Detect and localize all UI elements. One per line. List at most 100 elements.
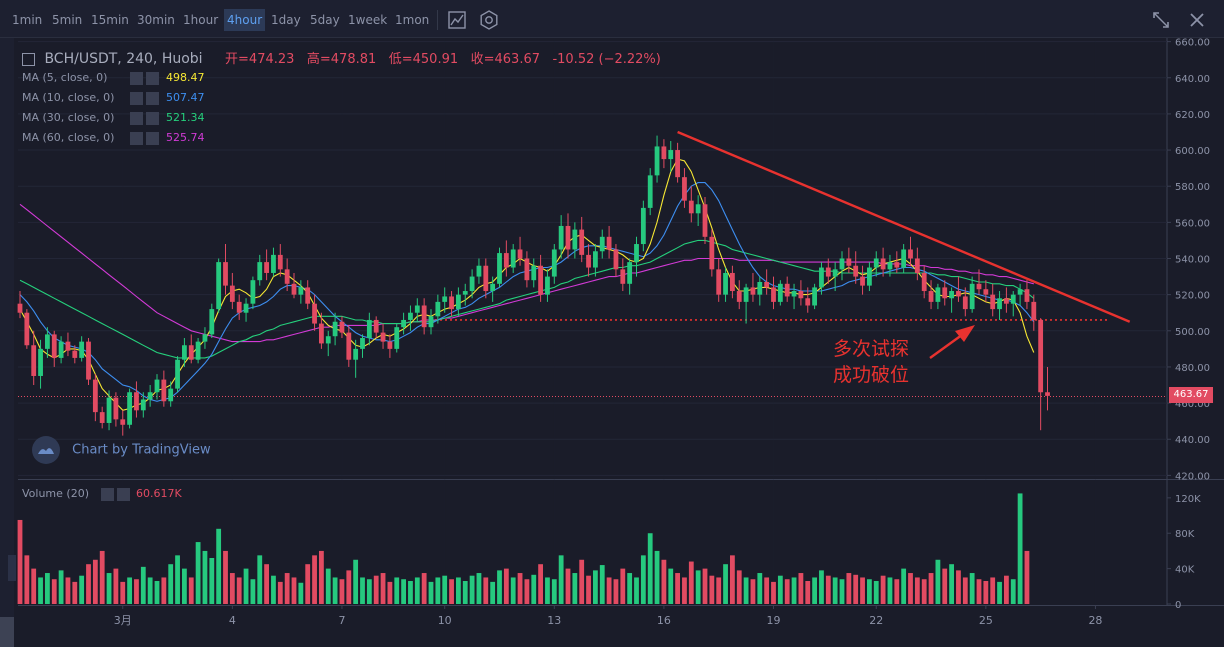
candle-body [682, 177, 687, 201]
toolbar-separator [437, 10, 438, 30]
volume-bar [284, 573, 290, 604]
candle-body [839, 258, 845, 270]
candle-body [997, 298, 1002, 310]
volume-bar [654, 550, 660, 604]
candle-body [524, 258, 530, 281]
candle-body [366, 319, 372, 339]
candle-body [161, 379, 167, 402]
candle-body [154, 379, 160, 393]
candle-body [942, 287, 948, 299]
time-tick-label: 3月 [114, 614, 132, 627]
candle-body [58, 341, 64, 358]
volume-bar [127, 577, 132, 604]
candle-body [456, 294, 461, 310]
candle-body [428, 316, 434, 328]
close-label: 收= [470, 52, 495, 67]
interval-1mon[interactable]: 1mon [395, 13, 430, 27]
tradingview-watermark[interactable]: Chart by TradingView [32, 436, 211, 464]
volume-bar [223, 550, 228, 604]
volume-bar [319, 550, 324, 604]
interval-1day[interactable]: 1day [271, 13, 301, 27]
interval-1hour[interactable]: 1hour [183, 13, 219, 27]
left-scroll-tab[interactable] [8, 555, 16, 581]
candle-body [449, 296, 454, 310]
volume-bar [483, 577, 489, 604]
ma-settings-icon[interactable] [130, 131, 143, 145]
volume-bar [298, 582, 304, 604]
candle-body [579, 229, 585, 255]
interval-1week[interactable]: 1week [348, 13, 388, 27]
interval-4hour[interactable]: 4hour [224, 9, 266, 31]
volume-tick-label: 40K [1175, 565, 1195, 576]
candle-body [271, 254, 276, 273]
candle-body [531, 265, 537, 281]
volume-bar [175, 555, 180, 604]
volume-bar [517, 573, 523, 604]
volume-remove-icon[interactable] [116, 487, 130, 501]
ma-remove-icon[interactable] [146, 91, 159, 105]
candle-body [572, 229, 578, 250]
volume-bar [188, 577, 194, 604]
interval-15min[interactable]: 15min [91, 13, 129, 27]
volume-bar [92, 559, 98, 604]
ma-value: 498.47 [166, 71, 205, 84]
volume-bar [538, 564, 543, 604]
interval-5min[interactable]: 5min [52, 13, 83, 27]
collapse-icon[interactable] [22, 52, 35, 66]
volume-tick-label: 80K [1175, 529, 1195, 540]
fullscreen-icon[interactable] [1149, 8, 1173, 32]
volume-bar [236, 577, 242, 604]
volume-bar [736, 570, 742, 604]
candle-body [476, 265, 482, 277]
interval-5day[interactable]: 5day [310, 13, 340, 27]
ma-settings-icon[interactable] [130, 71, 143, 85]
close-icon[interactable] [1185, 8, 1209, 32]
ma-remove-icon[interactable] [146, 131, 159, 145]
candle-body [593, 251, 598, 268]
volume-bar [442, 575, 448, 604]
candle-body [175, 359, 180, 389]
volume-bar [942, 568, 948, 604]
ma-settings-icon[interactable] [130, 91, 143, 105]
ma-value: 507.47 [166, 91, 205, 104]
candle-body [668, 150, 674, 160]
candle-body [503, 253, 509, 268]
candle-body [86, 341, 91, 380]
volume-settings-icon[interactable] [100, 487, 114, 501]
settings-icon[interactable] [477, 8, 501, 32]
volume-bar [250, 579, 256, 604]
volume-bar [99, 550, 105, 604]
interval-1min[interactable]: 1min [12, 13, 43, 27]
open-value: 474.23 [248, 52, 295, 67]
candle-body [613, 249, 619, 270]
candle-body [134, 392, 139, 411]
volume-bar [846, 573, 852, 604]
interval-30min[interactable]: 30min [137, 13, 175, 27]
price-chart[interactable]: 660.00 640.00 620.00 600.00 580.00 560.00 540.… [0, 38, 1224, 647]
volume-bar [675, 573, 680, 604]
volume-bar [853, 574, 859, 604]
ma-remove-icon[interactable] [146, 111, 159, 125]
volume-bar [195, 542, 201, 604]
candle-body [188, 345, 194, 360]
candle-body [812, 287, 817, 306]
candle-body [51, 334, 57, 358]
volume-bar [860, 577, 865, 604]
symbol-legend: BCH/USDT, 240, Huobi 开=474.23 高=478.81 低… [22, 48, 661, 67]
indicator-icon[interactable] [445, 8, 469, 32]
bottom-corner-tab[interactable] [0, 617, 14, 647]
volume-bar [401, 579, 406, 604]
candle-body [798, 291, 804, 299]
tradingview-logo-icon [32, 436, 60, 464]
ma-settings-icon[interactable] [130, 111, 143, 125]
candle-body [873, 258, 879, 268]
ma-remove-icon[interactable] [146, 71, 159, 85]
volume-bar [613, 579, 619, 604]
volume-bar [264, 564, 269, 604]
volume-bar [524, 579, 530, 604]
candle-body [545, 276, 550, 295]
volume-bar [908, 573, 913, 604]
candle-body [908, 249, 913, 259]
volume-bar [1017, 493, 1023, 604]
ma-legend-row: MA (30, close, 0) 521.34 [22, 111, 205, 125]
